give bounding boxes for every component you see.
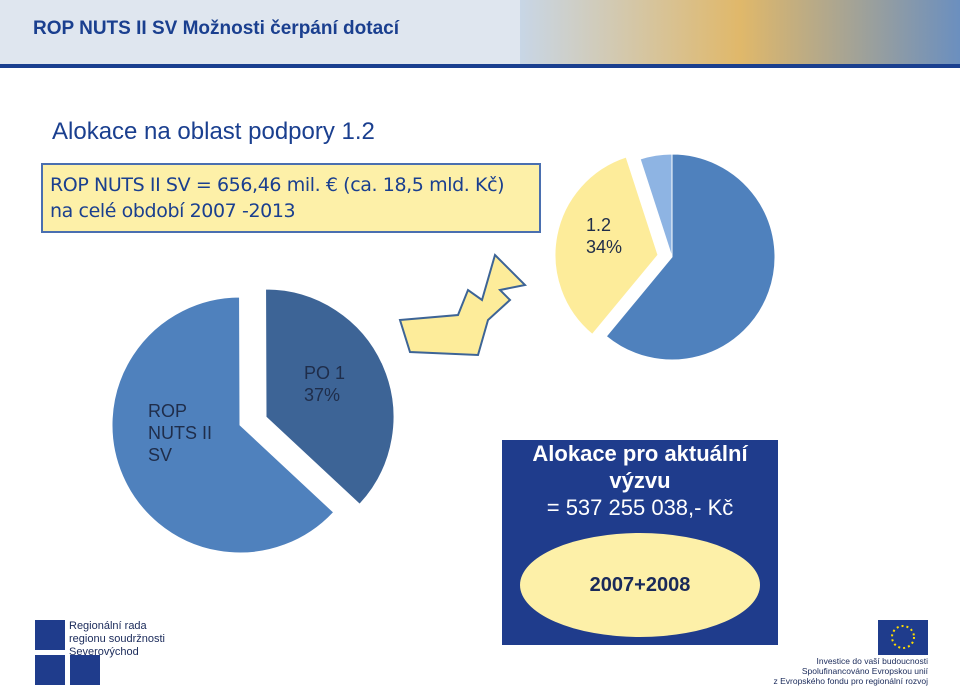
callout-line: výzvu (609, 468, 671, 493)
period: 2007+2008 (589, 574, 691, 596)
category: PO 1 (304, 363, 346, 383)
pie-slice (605, 153, 776, 361)
value-label: 34% (586, 237, 623, 257)
logo-square (70, 655, 100, 685)
value-label: 37% (304, 385, 341, 405)
pie-slice (639, 153, 673, 258)
logo-line: Investice do vaší budoucnosti (816, 656, 928, 666)
slice-label: 1.2 34% (586, 214, 646, 258)
period-ellipse (520, 533, 760, 637)
pie-slice (265, 288, 395, 506)
logo-line: z Evropského fondu pro regionální rozvoj (773, 676, 928, 686)
logo-right-text: Investice do vaší budoucnosti Spolufinan… (760, 656, 928, 686)
logo-line: Regionální rada (69, 620, 147, 632)
header-rule (0, 64, 960, 68)
pie-slice (554, 156, 659, 336)
slice-label: PO 1 37% (304, 362, 384, 406)
info-box (41, 163, 541, 233)
arrow (398, 253, 528, 357)
slice-label: ROP NUTS II SV (148, 400, 238, 466)
callout-text: Alokace pro aktuální výzvu = 537 255 038… (502, 440, 778, 521)
callout-line: Alokace pro aktuální (532, 441, 748, 466)
info-line: ROP NUTS II SV = 656,46 mil. € (ca. 18,5… (50, 174, 505, 196)
logo-left-text: Regionální rada regionu soudržnosti Seve… (69, 620, 165, 659)
logo-square (35, 620, 65, 650)
info-text: ROP NUTS II SV = 656,46 mil. € (ca. 18,5… (50, 172, 505, 224)
logo-line: regionu soudržnosti (69, 633, 166, 645)
logo-line: Severovýchod (69, 646, 139, 658)
pie-slice (111, 296, 335, 554)
eu-stars (891, 625, 915, 649)
category: ROP NUTS II SV (148, 401, 213, 465)
callout-line: = 537 255 038,- Kč (546, 495, 734, 520)
category: 1.2 (586, 215, 612, 235)
logo-line: Spolufinancováno Evropskou unií (801, 666, 928, 676)
info-line: na celé období 2007 -2013 (50, 200, 296, 222)
logo-square (35, 655, 65, 685)
header-image (520, 0, 960, 68)
header-title: ROP NUTS II SV Možnosti čerpání dotací (33, 18, 399, 39)
subtitle: Alokace na oblast podpory 1.2 (52, 118, 375, 145)
